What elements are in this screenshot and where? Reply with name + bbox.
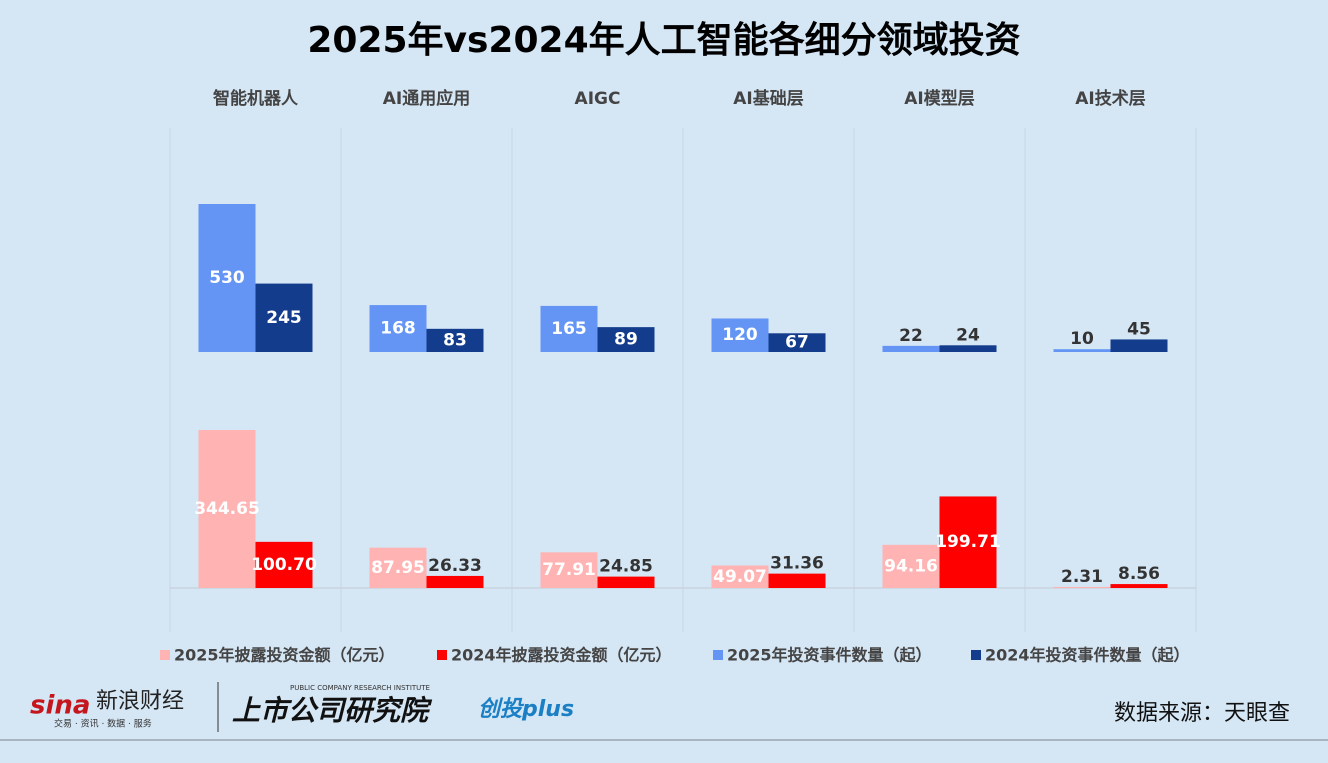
data-label: 245 (266, 308, 302, 328)
category-label: AI模型层 (904, 88, 974, 109)
legend-label: 2024年投资事件数量（起） (985, 646, 1190, 665)
bar (1053, 586, 1111, 588)
legend-swatch (160, 650, 170, 660)
data-label: 77.91 (542, 560, 596, 580)
bar (198, 204, 256, 352)
sina-name: 新浪财经 (96, 689, 184, 714)
bar (711, 565, 769, 588)
legend-swatch (971, 650, 981, 660)
legend-swatch (437, 650, 447, 660)
bar (768, 333, 826, 352)
bar (1110, 339, 1168, 352)
bar (255, 541, 313, 588)
institute-name: 上市公司研究院 (232, 694, 433, 727)
category-label: AI基础层 (733, 88, 803, 109)
bar (369, 547, 427, 588)
chart-title: 2025年vs2024年人工智能各细分领域投资 (307, 20, 1020, 61)
bar (711, 318, 769, 352)
bar (597, 327, 655, 352)
bar (1110, 584, 1168, 588)
legend-label: 2024年披露投资金额（亿元） (451, 646, 672, 665)
bar (597, 576, 655, 588)
data-label: 100.70 (251, 555, 317, 575)
data-label: 168 (380, 319, 416, 339)
data-label: 24 (956, 325, 980, 345)
bar (540, 552, 598, 588)
data-label: 2.31 (1061, 567, 1103, 587)
legend-label: 2025年披露投资金额（亿元） (174, 646, 395, 665)
sina-logo: sina (30, 691, 90, 721)
data-label: 49.07 (713, 567, 767, 587)
bar (255, 283, 313, 352)
data-label: 120 (722, 325, 758, 345)
bar (540, 305, 598, 352)
category-label: 智能机器人 (213, 88, 299, 109)
bar (882, 345, 940, 352)
data-label: 22 (899, 326, 923, 346)
data-label: 530 (209, 268, 245, 288)
bar (369, 305, 427, 352)
bar (939, 345, 997, 352)
data-label: 199.71 (935, 532, 1001, 552)
legend-label: 2025年投资事件数量（起） (727, 646, 932, 665)
data-label: 89 (614, 330, 638, 350)
data-label: 26.33 (428, 556, 482, 576)
data-label: 10 (1070, 329, 1094, 349)
bar (939, 496, 997, 588)
plus-logo: 创投plus (478, 697, 574, 722)
data-label: 24.85 (599, 557, 653, 577)
data-label: 8.56 (1118, 564, 1160, 584)
bar (768, 573, 826, 588)
bar (1053, 349, 1111, 352)
institute-en: PUBLIC COMPANY RESEARCH INSTITUTE (290, 684, 430, 692)
bar (198, 430, 256, 588)
category-label: AI通用应用 (383, 88, 470, 109)
data-label: 67 (785, 333, 809, 353)
data-label: 87.95 (371, 558, 425, 578)
data-label: 94.16 (884, 556, 938, 576)
legend-swatch (713, 650, 723, 660)
sina-tagline: 交易 · 资讯 · 数据 · 服务 (54, 718, 152, 730)
data-label: 31.36 (770, 554, 824, 574)
bar (426, 328, 484, 352)
data-label: 344.65 (194, 499, 260, 519)
data-label: 45 (1127, 319, 1151, 339)
category-label: AI技术层 (1075, 88, 1145, 109)
bar (882, 544, 940, 588)
source-note: 数据来源：天眼查 (1114, 701, 1290, 726)
category-label: AIGC (575, 89, 621, 109)
bar (426, 575, 484, 588)
data-label: 83 (443, 330, 467, 350)
data-label: 165 (551, 319, 587, 339)
